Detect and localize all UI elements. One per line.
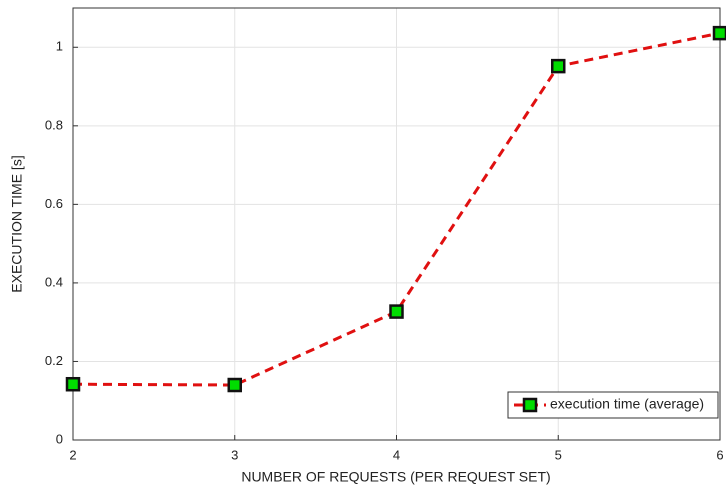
x-axis-label: NUMBER OF REQUESTS (PER REQUEST SET): [241, 469, 550, 485]
y-axis-label: EXECUTION TIME [s]: [9, 155, 25, 292]
line: [72, 31, 721, 387]
legend-label: execution time (average): [550, 396, 704, 412]
y-tick-label: 0.8: [45, 117, 63, 132]
y-tick-label: 0.4: [45, 274, 63, 289]
marker: [551, 58, 566, 74]
x-tick-label: 2: [69, 447, 76, 462]
y-tick-label: 0.2: [45, 353, 63, 368]
legend: execution time (average): [507, 391, 719, 419]
x-tick-label: 3: [231, 447, 238, 462]
x-tick-label: 6: [716, 447, 723, 462]
marker: [389, 304, 404, 319]
legend-box: [507, 391, 719, 419]
y-tick-label: 0: [56, 431, 63, 446]
marker: [227, 377, 242, 393]
plot-frame: [72, 7, 721, 441]
marker: [65, 376, 81, 392]
legend-marker: [522, 397, 538, 413]
marker: [712, 25, 726, 41]
x-tick-label: 5: [555, 447, 562, 462]
y-tick-label: 1: [56, 39, 63, 54]
y-tick-label: 0.6: [45, 196, 63, 211]
x-tick-label: 4: [393, 447, 400, 462]
